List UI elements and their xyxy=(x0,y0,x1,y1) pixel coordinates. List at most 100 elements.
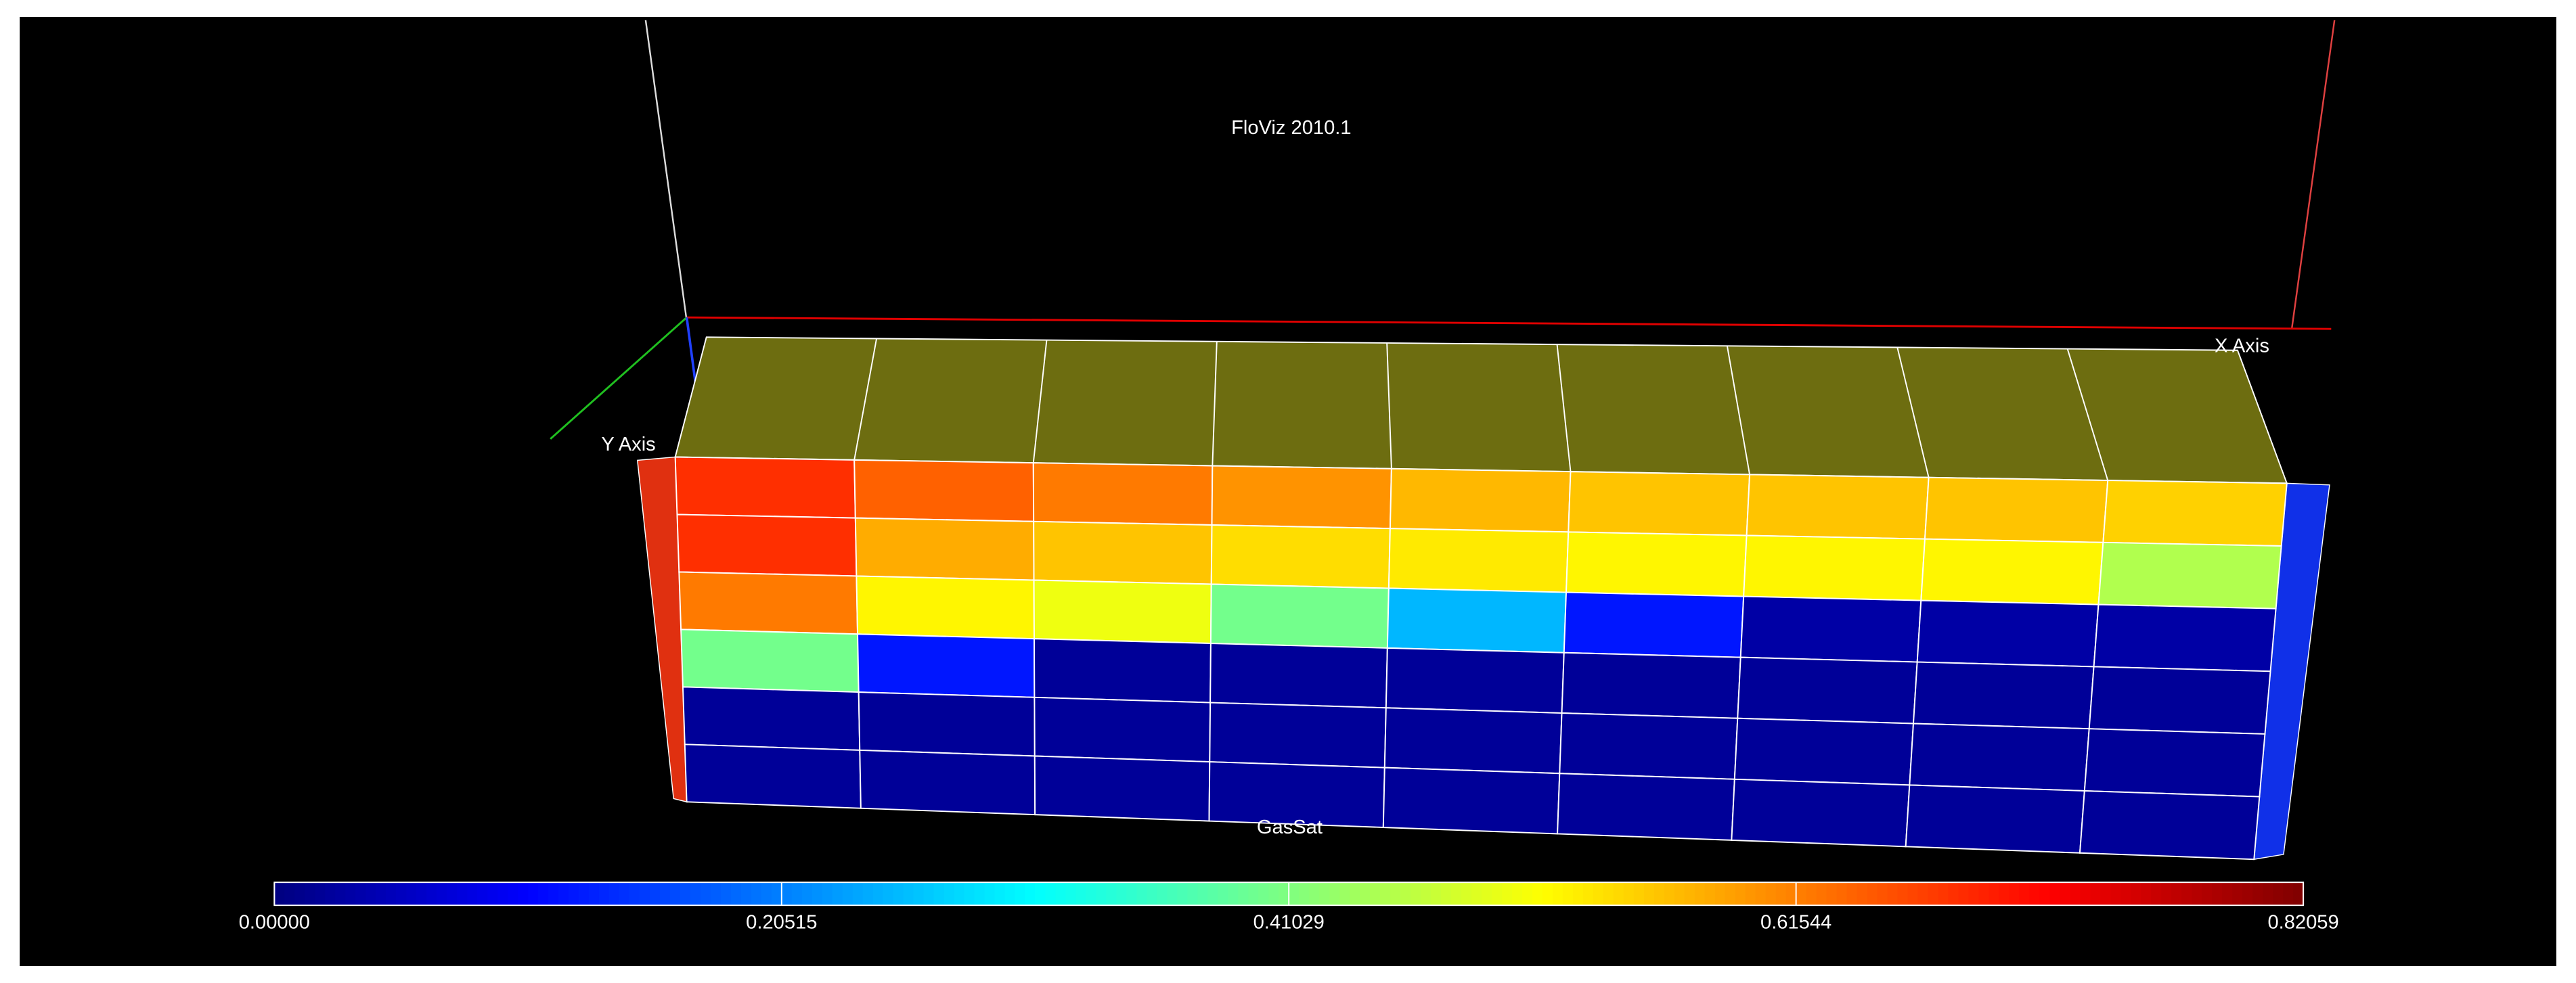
grid-cell xyxy=(1382,767,1561,835)
colorbar-segment xyxy=(913,882,925,906)
colorbar-segment xyxy=(923,882,935,906)
colorbar-segment xyxy=(538,882,550,906)
colorbar-segment xyxy=(2212,882,2223,906)
colorbar-segment xyxy=(1268,882,1280,906)
colorbar-segment xyxy=(1785,882,1797,906)
grid-cell xyxy=(1912,661,2095,730)
colorbar-segment xyxy=(1055,882,1067,906)
colorbar-segment xyxy=(1623,882,1635,906)
colorbar-segment xyxy=(1065,882,1077,906)
colorbar-segment xyxy=(1106,882,1117,906)
colorbar-segment xyxy=(608,882,621,906)
colorbar-segment xyxy=(1350,882,1361,906)
colorbar-segment xyxy=(1207,882,1219,906)
colorbar-segment xyxy=(1806,882,1817,906)
grid-cell xyxy=(853,459,1035,522)
colorbar-segment xyxy=(1177,882,1189,906)
colorbar-segment xyxy=(1938,882,1949,906)
grid-cell xyxy=(1383,707,1563,775)
colorbar-segment xyxy=(690,882,702,906)
colorbar-segment xyxy=(903,882,914,906)
colorbar-segment xyxy=(1157,882,1168,906)
colorbar-segment xyxy=(2283,882,2294,906)
colorbar-segment xyxy=(1045,882,1057,906)
colorbar-segment xyxy=(437,882,448,906)
colorbar-segment xyxy=(1238,882,1249,906)
colorbar-segment xyxy=(2222,882,2234,906)
colorbar-segment xyxy=(1501,882,1513,906)
colorbar-segment xyxy=(598,882,610,906)
grid-cell xyxy=(1563,591,1745,658)
grid-cells xyxy=(674,456,2288,861)
colorbar-segment xyxy=(1593,882,1605,906)
colorbar-segment xyxy=(720,882,732,906)
colorbar-segment xyxy=(447,882,458,906)
colorbar-segment xyxy=(1643,882,1656,906)
grid-cell xyxy=(678,571,859,635)
colorbar-segment xyxy=(518,882,529,906)
top-grid-line xyxy=(1386,342,1392,469)
colorbar-segment xyxy=(1228,882,1239,906)
colorbar-tick-label: 0.00000 xyxy=(239,912,310,934)
colorbar-segment xyxy=(477,882,489,906)
top-grid-line xyxy=(2066,348,2109,481)
colorbar-segment xyxy=(852,882,864,906)
colorbar-segment xyxy=(558,882,570,906)
grid-cell xyxy=(859,749,1036,816)
grid-cell xyxy=(1739,595,1922,663)
colorbar-segment xyxy=(1289,882,1300,906)
colorbar-segment xyxy=(1745,882,1756,906)
colorbar-segment xyxy=(497,882,509,906)
colorbar-segment xyxy=(1015,882,1026,906)
grid-cell xyxy=(1209,583,1390,649)
grid-cell xyxy=(1033,579,1212,645)
colorbar-segment xyxy=(1572,882,1584,906)
colorbar-segment xyxy=(2202,882,2213,906)
x-axis xyxy=(686,316,2332,330)
grid-cell xyxy=(858,691,1036,757)
grid-cell xyxy=(2079,790,2261,861)
colorbar-segment xyxy=(2110,882,2122,906)
grid-cell xyxy=(2102,480,2288,547)
colorbar-segment xyxy=(1421,882,1432,906)
colorbar-segment xyxy=(1532,882,1544,906)
colorbar-segment xyxy=(2029,882,2041,906)
colorbar-segment xyxy=(355,882,367,906)
colorbar-segment xyxy=(1674,882,1685,906)
grid-cell xyxy=(1389,467,1572,533)
colorbar-segment xyxy=(1928,882,1939,906)
grid-cell xyxy=(1209,702,1387,769)
colorbar-segment xyxy=(893,882,904,906)
window-title: FloViz 2010.1 xyxy=(1231,117,1351,139)
grid-cell xyxy=(1385,647,1565,714)
colorbar-segment xyxy=(883,882,894,906)
colorbar-segment xyxy=(1471,882,1483,906)
colorbar-tick-label: 0.20515 xyxy=(746,912,817,934)
colorbar-segment xyxy=(669,882,682,906)
grid-cell xyxy=(676,513,858,577)
colorbar-segment xyxy=(548,882,560,906)
colorbar-segment xyxy=(1400,882,1412,906)
colorbar-segment xyxy=(2171,882,2183,906)
grid-cell xyxy=(856,575,1035,640)
colorbar-segment xyxy=(1319,882,1331,906)
grid-cell xyxy=(1387,528,1570,593)
colorbar-segment xyxy=(1431,882,1442,906)
colorbar-segment xyxy=(1846,882,1858,906)
colorbar-segment xyxy=(1552,882,1564,906)
colorbar-segment xyxy=(933,882,945,906)
property-label: GasSat xyxy=(1257,817,1323,838)
grid-cell xyxy=(1565,531,1748,597)
grid-cell xyxy=(1916,599,2100,668)
colorbar-segment xyxy=(1218,882,1229,906)
grid-cell xyxy=(1034,696,1212,763)
colorbar-segment xyxy=(1714,882,1726,906)
colorbar-segment xyxy=(2049,882,2061,906)
top-grid-line xyxy=(1212,341,1218,466)
colorbar-segment xyxy=(1897,882,1909,906)
colorbar-segment xyxy=(1907,882,1919,906)
colorbar-segment xyxy=(2181,882,2193,906)
grid-cell xyxy=(1920,538,2104,605)
grid-cell xyxy=(1737,656,1918,725)
colorbar-segment xyxy=(589,882,600,906)
